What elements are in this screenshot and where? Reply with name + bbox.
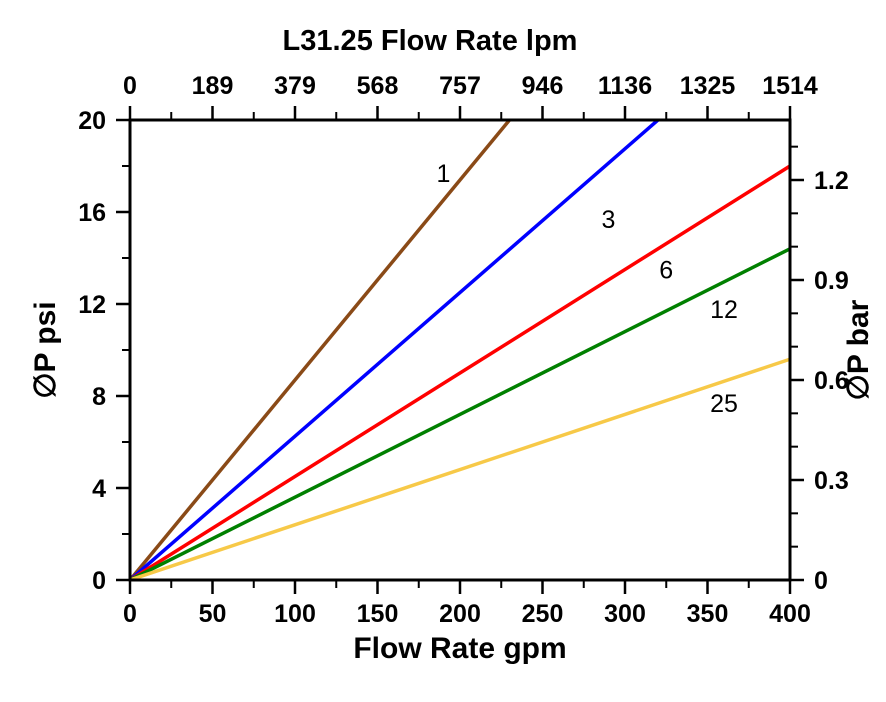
x-bottom-tick-label: 100 — [274, 600, 316, 628]
y-left-tick-label: 0 — [92, 567, 106, 595]
y-right-axis-label: ∅P bar — [842, 299, 875, 400]
x-top-tick-label: 1325 — [680, 72, 736, 100]
series-label-25: 25 — [710, 390, 738, 418]
x-bottom-tick-label: 50 — [199, 600, 227, 628]
x-bottom-tick-label: 350 — [687, 600, 729, 628]
y-left-tick-label: 8 — [92, 383, 106, 411]
y-left-axis-label: ∅P psi — [29, 301, 62, 398]
x-bottom-tick-label: 150 — [357, 600, 399, 628]
x-top-tick-label: 757 — [439, 72, 481, 100]
series-label-12: 12 — [710, 296, 738, 324]
y-left-tick-label: 12 — [78, 291, 106, 319]
x-bottom-tick-label: 400 — [769, 600, 811, 628]
y-left-tick-label: 4 — [92, 475, 106, 503]
chart-title: L31.25 Flow Rate lpm — [283, 25, 578, 57]
x-top-tick-label: 379 — [274, 72, 316, 100]
flow-rate-chart: 050100150200250300350400Flow Rate gpm018… — [0, 0, 886, 702]
x-top-tick-label: 0 — [123, 72, 137, 100]
chart-container: 050100150200250300350400Flow Rate gpm018… — [0, 0, 886, 702]
x-bottom-axis-label: Flow Rate gpm — [353, 632, 566, 665]
x-top-tick-label: 1514 — [762, 72, 818, 100]
series-label-1: 1 — [437, 160, 451, 188]
y-left-tick-label: 20 — [78, 107, 106, 135]
x-top-tick-label: 1136 — [598, 72, 652, 100]
x-bottom-tick-label: 250 — [522, 600, 564, 628]
y-left-tick-label: 16 — [78, 199, 106, 227]
x-bottom-tick-label: 200 — [439, 600, 481, 628]
x-top-tick-label: 189 — [192, 72, 234, 100]
x-top-tick-label: 568 — [357, 72, 399, 100]
x-bottom-tick-label: 0 — [123, 600, 137, 628]
x-top-tick-label: 946 — [522, 72, 564, 100]
y-right-tick-label: 1.2 — [814, 167, 849, 195]
y-right-tick-label: 0.9 — [814, 267, 849, 295]
y-right-tick-label: 0.3 — [814, 467, 849, 495]
x-bottom-tick-label: 300 — [604, 600, 646, 628]
y-right-tick-label: 0 — [814, 567, 828, 595]
series-label-3: 3 — [602, 206, 616, 234]
series-label-6: 6 — [659, 257, 673, 285]
